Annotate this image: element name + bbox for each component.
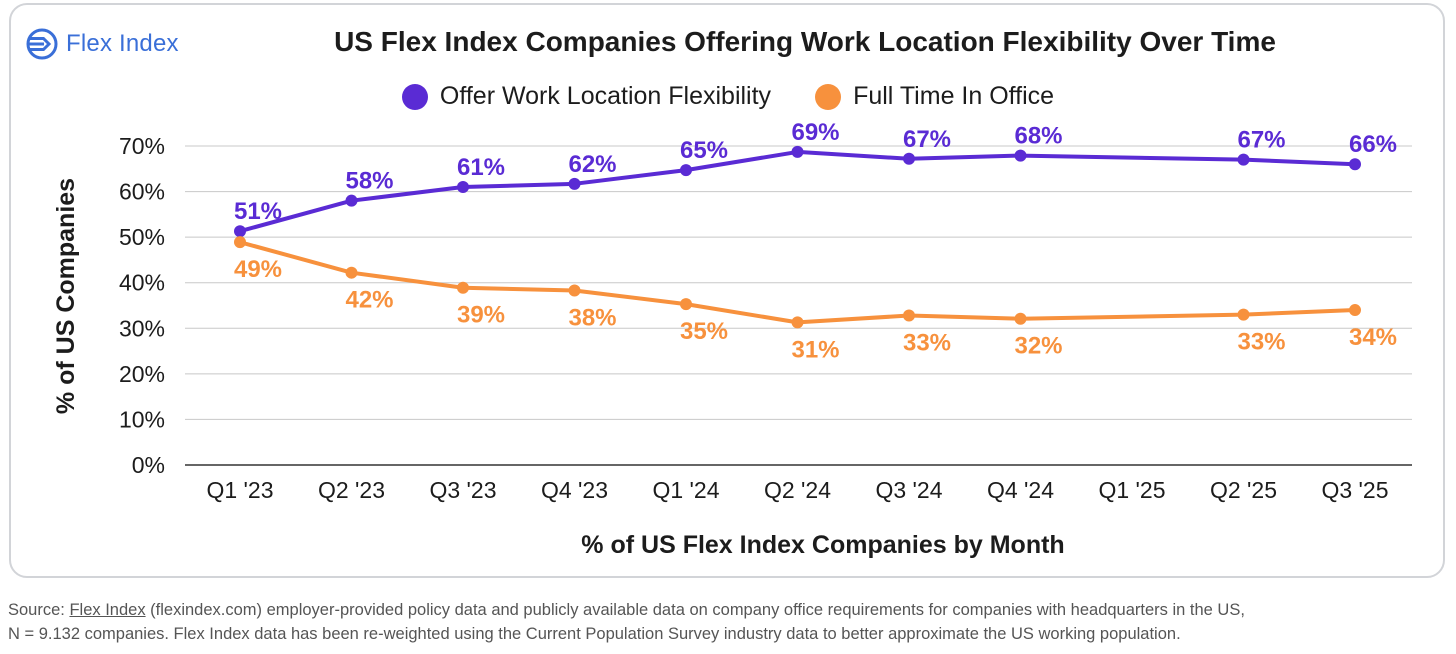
data-label-office: 31% [791, 336, 839, 363]
chart-legend: Offer Work Location Flexibility Full Tim… [0, 82, 1456, 111]
data-point-flexibility [234, 225, 246, 238]
legend-marker-office [815, 83, 842, 110]
legend-label-office: Full Time In Office [853, 82, 1055, 110]
legend-label-flexibility: Offer Work Location Flexibility [439, 82, 772, 110]
data-label-flexibility: 65% [680, 137, 728, 164]
source-line2: N = 9.132 companies. Flex Index data has… [8, 625, 1181, 643]
y-tick-label: 20% [119, 361, 165, 387]
flex-index-logo[interactable]: Flex Index [26, 28, 179, 60]
chart-title: US Flex Index Companies Offering Work Lo… [334, 26, 1276, 57]
x-tick-label: Q4 '23 [541, 477, 608, 503]
data-label-flexibility: 61% [457, 154, 505, 181]
data-point-office [903, 309, 915, 322]
y-tick-label: 0% [132, 452, 165, 478]
x-tick-label: Q3 '23 [429, 477, 496, 503]
x-tick-label: Q1 '25 [1098, 477, 1165, 503]
data-label-flexibility: 51% [234, 198, 282, 225]
data-point-flexibility [903, 152, 915, 165]
data-label-flexibility: 67% [1237, 127, 1285, 154]
data-point-office [568, 284, 581, 297]
data-point-office [791, 316, 804, 329]
series-line-flexibility [239, 149, 1356, 234]
data-point-flexibility [1014, 149, 1027, 162]
y-axis-title: % of US Companies [52, 178, 80, 414]
x-tick-label: Q2 '25 [1210, 477, 1277, 503]
source-prefix: Source: [8, 601, 70, 619]
x-tick-label: Q3 '24 [875, 477, 942, 503]
data-label-flexibility: 66% [1349, 131, 1397, 158]
data-label-office: 34% [1349, 324, 1397, 351]
data-point-office [234, 236, 246, 249]
series-line-office [239, 240, 1356, 325]
data-label-office: 33% [1237, 329, 1285, 356]
x-tick-label: Q3 '25 [1321, 477, 1388, 503]
logo-text: Flex Index [66, 30, 179, 57]
data-point-office [457, 281, 469, 294]
x-tick-label: Q1 '23 [206, 477, 273, 503]
data-label-office: 42% [345, 287, 393, 314]
data-label-flexibility: 67% [903, 126, 951, 153]
x-tick-label: Q2 '23 [318, 477, 385, 503]
x-tick-label: Q1 '24 [652, 477, 719, 503]
data-point-flexibility [345, 194, 358, 207]
data-point-flexibility [680, 164, 692, 177]
x-tick-label: Q4 '24 [987, 477, 1054, 503]
data-point-office [1349, 304, 1361, 317]
source-line1: (flexindex.com) employer-provided policy… [145, 601, 1245, 619]
line-chart: 0% 10% 20% 30% 40% 50% 60% 70% Q1 '23 Q2 '23 Q3 '2… [52, 119, 1412, 559]
y-tick-label: 30% [119, 315, 165, 341]
data-point-flexibility [457, 181, 469, 194]
data-point-office [1237, 308, 1250, 321]
data-label-office: 35% [680, 318, 728, 345]
source-note: Source: Flex Index (flexindex.com) emplo… [8, 598, 1448, 646]
legend-item-office[interactable]: Full Time In Office [815, 82, 1054, 111]
chart-card [9, 3, 1445, 578]
y-tick-label: 10% [119, 406, 165, 432]
data-point-office [1014, 312, 1027, 325]
x-tick-label: Q2 '24 [764, 477, 831, 503]
y-tick-label: 50% [119, 224, 165, 250]
data-label-flexibility: 68% [1014, 123, 1062, 150]
y-tick-label: 70% [119, 133, 165, 159]
data-point-flexibility [791, 145, 804, 158]
legend-marker-flexibility [401, 83, 428, 110]
data-label-flexibility: 58% [345, 168, 393, 195]
flex-index-logo-icon [26, 28, 58, 60]
data-label-flexibility: 62% [568, 151, 616, 178]
data-label-office: 32% [1014, 333, 1062, 360]
data-label-flexibility: 69% [791, 119, 839, 146]
legend-item-flexibility[interactable]: Offer Work Location Flexibility [401, 82, 772, 111]
y-tick-label: 60% [119, 179, 165, 205]
data-point-office [680, 298, 692, 311]
data-point-flexibility [1349, 158, 1361, 171]
y-tick-label: 40% [119, 270, 165, 296]
data-label-office: 49% [234, 256, 282, 283]
data-label-office: 38% [568, 304, 616, 331]
data-point-flexibility [1237, 153, 1250, 166]
source-link[interactable]: Flex Index [69, 601, 146, 619]
data-label-office: 33% [903, 330, 951, 357]
x-axis-title: % of US Flex Index Companies by Month [581, 531, 1064, 559]
data-point-office [345, 266, 358, 279]
data-point-flexibility [568, 177, 581, 190]
data-label-office: 39% [457, 302, 505, 329]
